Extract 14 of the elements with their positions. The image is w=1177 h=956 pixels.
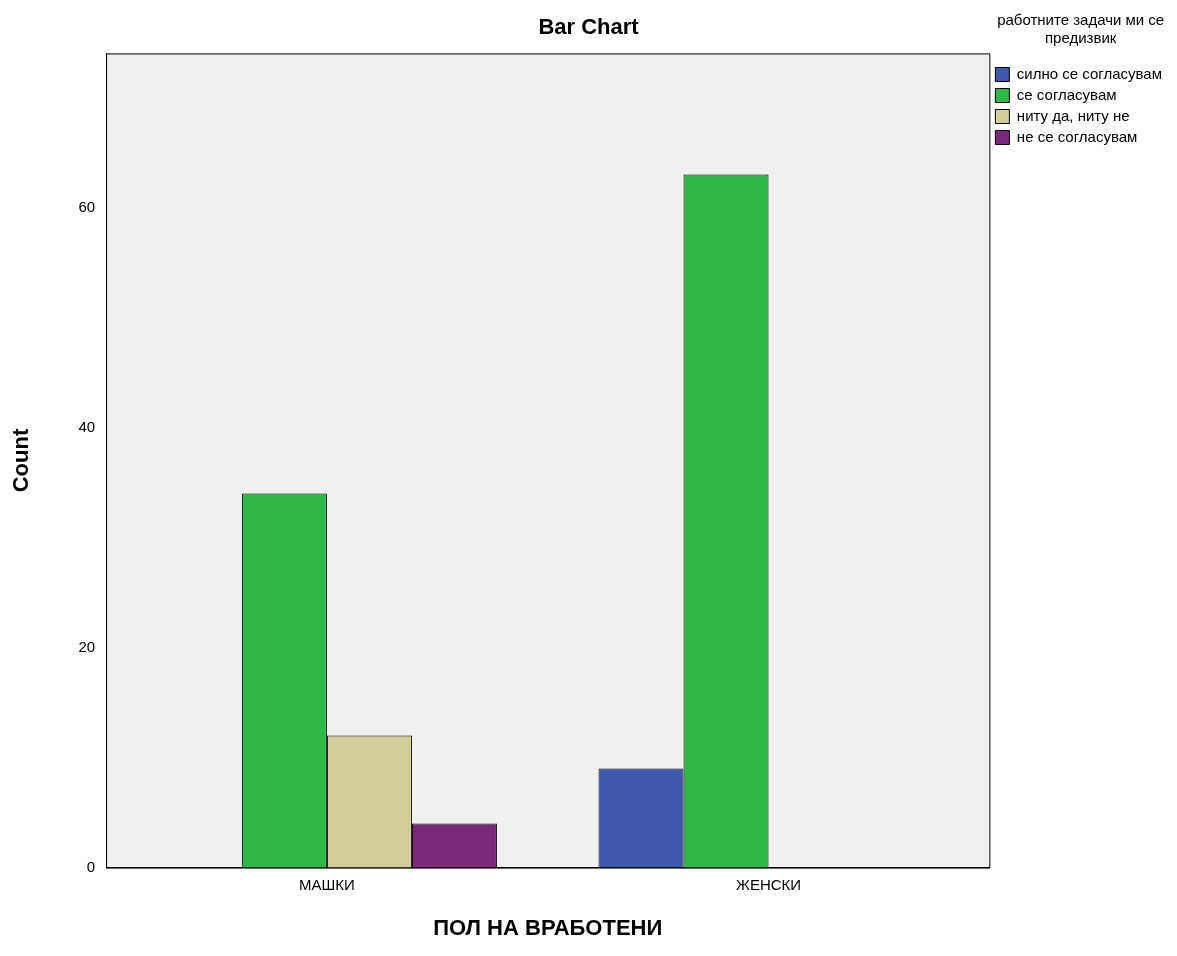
- y-tick-label: 20: [78, 637, 96, 655]
- legend-title: работните задачи ми се предизвик: [997, 10, 1165, 46]
- y-tick-label: 0: [86, 857, 96, 875]
- x-tick-label: МАШКИ: [299, 875, 355, 893]
- x-tick-label: ЖЕНСКИ: [736, 875, 802, 893]
- y-axis-title: Count: [8, 428, 34, 493]
- x-axis-title: ПОЛ НА ВРАБОТЕНИ: [433, 914, 663, 940]
- y-tick-label: 40: [78, 417, 96, 435]
- legend-label: не се согласувам: [1016, 127, 1138, 145]
- legend-label: се согласувам: [1016, 85, 1117, 103]
- chart-title: Bar Chart: [538, 14, 640, 40]
- legend-label: силно се согласувам: [1016, 64, 1162, 82]
- legend-label: ниту да, ниту не: [1016, 106, 1130, 124]
- y-tick-label: 60: [78, 197, 96, 215]
